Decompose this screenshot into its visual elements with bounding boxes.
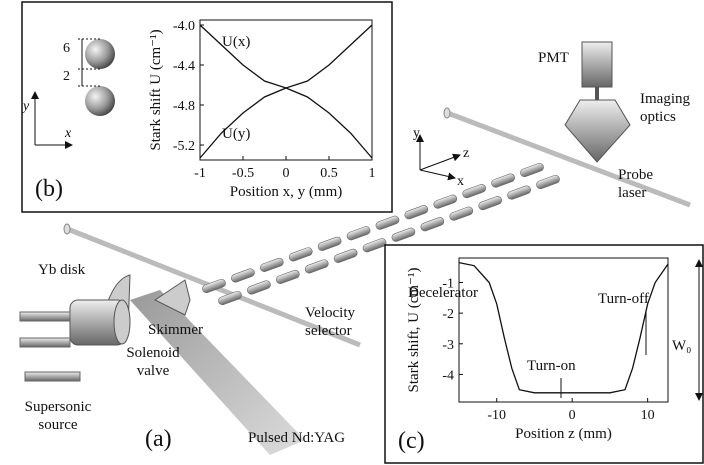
y-tick-label: -2 <box>442 307 454 322</box>
rod <box>346 226 371 241</box>
label: Velocity selector <box>305 305 355 339</box>
rod <box>433 194 458 209</box>
label: Probe laser <box>618 167 653 201</box>
rod <box>288 247 313 262</box>
label: Solenoid valve <box>126 345 180 379</box>
rod <box>218 290 242 306</box>
x-tick-label: 0 <box>283 166 290 181</box>
y-tick-label: -3 <box>442 338 454 353</box>
plot-frame <box>458 257 669 403</box>
annotation: Turn-off <box>598 291 649 307</box>
imaging-optics <box>564 99 631 163</box>
rod <box>317 236 342 251</box>
y-tick-label: -4.0 <box>173 19 195 34</box>
pmt <box>581 41 613 88</box>
label: Supersonic source <box>24 399 92 433</box>
x-tick-label: -1 <box>194 166 206 181</box>
skimmer <box>154 279 191 316</box>
gas-line <box>19 337 71 348</box>
y-tick-label: -4.4 <box>173 59 195 74</box>
series-label: U(x) <box>222 34 250 50</box>
y-axis-label: Stark shift U (cm⁻¹) <box>148 29 164 150</box>
axis-label: x <box>64 126 72 141</box>
decelerator <box>202 162 560 306</box>
valve-face <box>113 299 131 345</box>
x-axis-label: Position z (mm) <box>515 426 612 442</box>
axis-label: z <box>463 146 469 161</box>
rod <box>491 173 515 188</box>
panel-label: (b) <box>35 176 63 202</box>
label: Skimmer <box>148 322 203 338</box>
ndyag-beam <box>130 290 305 455</box>
rod <box>231 268 255 283</box>
label: Yb disk <box>38 262 86 278</box>
inset-c-frame <box>384 244 704 464</box>
electrode <box>85 39 115 69</box>
axis-arrow <box>419 169 456 181</box>
dimension: 2 <box>63 69 70 84</box>
x-axis-label: Position x, y (mm) <box>230 184 343 200</box>
rod <box>362 238 387 253</box>
beam-end <box>63 223 71 235</box>
annotation: Turn-on <box>527 358 576 374</box>
y-tick-label: -4 <box>442 368 454 383</box>
x-tick-label: 10 <box>641 408 655 423</box>
gas-line <box>24 371 81 382</box>
label: PMT <box>538 50 569 66</box>
rod <box>304 259 329 274</box>
label: Decelerator <box>408 285 478 301</box>
dimension: 6 <box>63 41 70 56</box>
data-line <box>458 261 669 394</box>
probe-beam <box>444 109 691 208</box>
data-line <box>199 87 373 159</box>
axis-label: y <box>21 99 30 114</box>
rod <box>520 162 544 178</box>
panel-label: (c) <box>398 428 425 454</box>
x-tick-label: 0 <box>569 408 576 423</box>
series-label: U(y) <box>222 126 250 142</box>
rod <box>202 278 226 294</box>
x-tick-label: -0.5 <box>232 166 254 181</box>
panel-label: (a) <box>145 426 172 452</box>
rod <box>478 196 502 211</box>
rod <box>507 185 531 200</box>
label: Pulsed Nd:YAG <box>248 430 345 446</box>
rod <box>420 217 445 232</box>
rod <box>375 215 400 230</box>
x-tick-label: 0.5 <box>320 166 338 181</box>
rod <box>536 174 560 190</box>
label: Imaging optics <box>640 91 690 125</box>
y-tick-label: -5.2 <box>173 139 195 154</box>
rod <box>449 206 474 221</box>
axis-arrow <box>419 153 461 171</box>
x-tick-label: -10 <box>487 408 506 423</box>
rod <box>276 269 300 284</box>
y-tick-label: -4.8 <box>173 99 195 114</box>
gas-line <box>19 311 71 322</box>
x-tick-label: 1 <box>369 166 376 181</box>
annotation: W₀ <box>672 338 691 354</box>
electrode <box>85 86 115 116</box>
rod <box>260 257 284 272</box>
y-tick-label: -1 <box>442 277 454 292</box>
beam-end <box>443 107 451 119</box>
rod <box>404 205 429 220</box>
rod <box>462 184 486 199</box>
rod <box>333 248 358 263</box>
axis-label: x <box>457 174 464 189</box>
axis-label: y <box>413 126 420 141</box>
y-axis-label: Stark shift, U (cm⁻¹) <box>406 268 422 393</box>
inset-b-frame <box>21 1 393 213</box>
rod <box>391 227 416 242</box>
rod <box>247 280 271 295</box>
